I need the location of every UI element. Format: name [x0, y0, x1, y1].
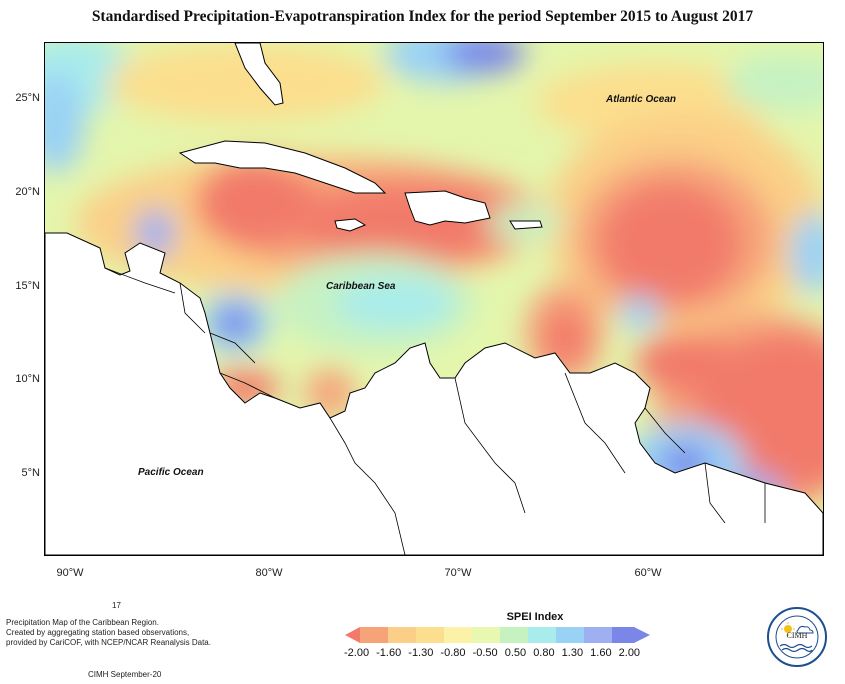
- pacific-ocean-label: Pacific Ocean: [138, 467, 204, 478]
- wave-icon: [781, 647, 813, 653]
- legend-tick: 0.50: [504, 647, 527, 659]
- legend-tick: 1.60: [590, 647, 612, 659]
- logo-text: CIMH: [786, 631, 808, 640]
- lat-label-20: 20°N: [15, 186, 40, 198]
- lon-label-60: 60°W: [634, 567, 662, 579]
- footer-description-1: Precipitation Map of the Caribbean Regio…: [6, 618, 159, 627]
- legend-ticks: -2.00 -1.60 -1.30 -0.80 -0.50 0.50 0.80 …: [344, 647, 644, 659]
- wave-icon: [779, 643, 813, 649]
- footer-number: 17: [112, 601, 121, 610]
- lat-label-5: 5°N: [21, 467, 40, 479]
- lon-label-90: 90°W: [56, 567, 84, 579]
- cimh-logo: [767, 607, 827, 667]
- footer-credit: CIMH September-20: [88, 670, 162, 679]
- spei-field: [45, 43, 823, 555]
- legend-color-bar: [345, 627, 650, 643]
- legend-tick: -0.50: [472, 647, 498, 659]
- caribbean-sea-label: Caribbean Sea: [326, 281, 396, 292]
- legend-tick: 1.30: [561, 647, 584, 659]
- map-title: Standardised Precipitation-Evapotranspir…: [91, 8, 754, 25]
- footer-description-2: Created by aggregating station based obs…: [6, 628, 190, 637]
- legend-tick: -1.30: [408, 647, 434, 659]
- cloud-icon: [796, 625, 814, 634]
- legend-tick: -0.80: [440, 647, 466, 659]
- lat-label-10: 10°N: [15, 373, 40, 385]
- atlantic-ocean-label: Atlantic Ocean: [606, 94, 677, 105]
- legend-tick: -2.00: [344, 647, 370, 659]
- sun-icon: [781, 622, 795, 636]
- lat-label-25: 25°N: [15, 92, 40, 104]
- legend-tick: 2.00: [618, 647, 641, 659]
- lon-label-70: 70°W: [444, 567, 472, 579]
- legend-title: SPEI Index: [506, 611, 564, 623]
- legend-tick: -1.60: [376, 647, 402, 659]
- lat-label-15: 15°N: [15, 280, 40, 292]
- legend-tick: 0.80: [533, 647, 555, 659]
- lon-label-80: 80°W: [255, 567, 283, 579]
- footer-description-3: provided by CariCOF, with NCEP/NCAR Rean…: [6, 638, 211, 647]
- spei-map: [44, 42, 824, 556]
